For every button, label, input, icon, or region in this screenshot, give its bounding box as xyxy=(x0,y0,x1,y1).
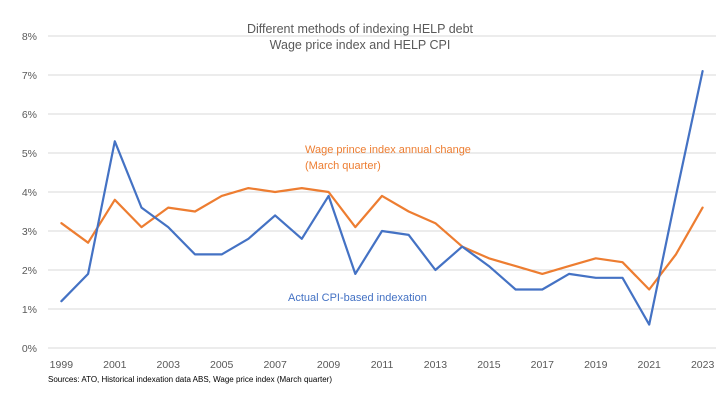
series-cpi-indexation-line xyxy=(60,69,704,326)
series-wage-price-index-line xyxy=(60,187,704,291)
x-tick-label: 2005 xyxy=(210,359,234,371)
source-note: Sources: ATO, Historical indexation data… xyxy=(48,375,332,384)
series-lines xyxy=(60,69,704,326)
annotation-wage-line1: Wage prince index annual change xyxy=(305,144,471,156)
annotation-wage-line2: (March quarter) xyxy=(305,160,381,172)
x-axis-ticks: 1999 2001 2003 2005 2007 2009 2011 2013 2015 2017… xyxy=(50,359,715,371)
chart-title: Different methods of indexing HELP debt xyxy=(247,22,474,36)
annotation-cpi: Actual CPI-based indexation xyxy=(288,292,427,304)
x-tick-label: 2013 xyxy=(424,359,448,371)
x-tick-label: 2023 xyxy=(691,359,715,371)
x-tick-label: 1999 xyxy=(50,359,74,371)
x-tick-label: 2019 xyxy=(584,359,608,371)
x-tick-label: 2003 xyxy=(157,359,181,371)
x-tick-label: 2001 xyxy=(103,359,127,371)
y-tick-label: 2% xyxy=(22,265,37,277)
y-tick-label: 4% xyxy=(22,187,37,199)
y-tick-label: 3% xyxy=(22,226,37,238)
y-tick-label: 0% xyxy=(22,343,37,355)
y-tick-label: 1% xyxy=(22,304,37,316)
chart-subtitle: Wage price index and HELP CPI xyxy=(270,38,451,52)
x-tick-label: 2009 xyxy=(317,359,341,371)
x-tick-label: 2021 xyxy=(638,359,662,371)
y-axis-ticks: 0% 1% 2% 3% 4% 5% 6% 7% 8% xyxy=(22,31,37,355)
annotations: Wage prince index annual change (March q… xyxy=(288,144,471,304)
x-tick-label: 2007 xyxy=(263,359,287,371)
y-tick-label: 8% xyxy=(22,31,37,43)
x-tick-label: 2015 xyxy=(477,359,501,371)
y-tick-label: 6% xyxy=(22,109,37,121)
x-tick-label: 2017 xyxy=(531,359,555,371)
y-tick-label: 7% xyxy=(22,70,37,82)
gridlines xyxy=(48,35,716,349)
x-tick-label: 2011 xyxy=(371,359,394,371)
y-tick-label: 5% xyxy=(22,148,37,160)
